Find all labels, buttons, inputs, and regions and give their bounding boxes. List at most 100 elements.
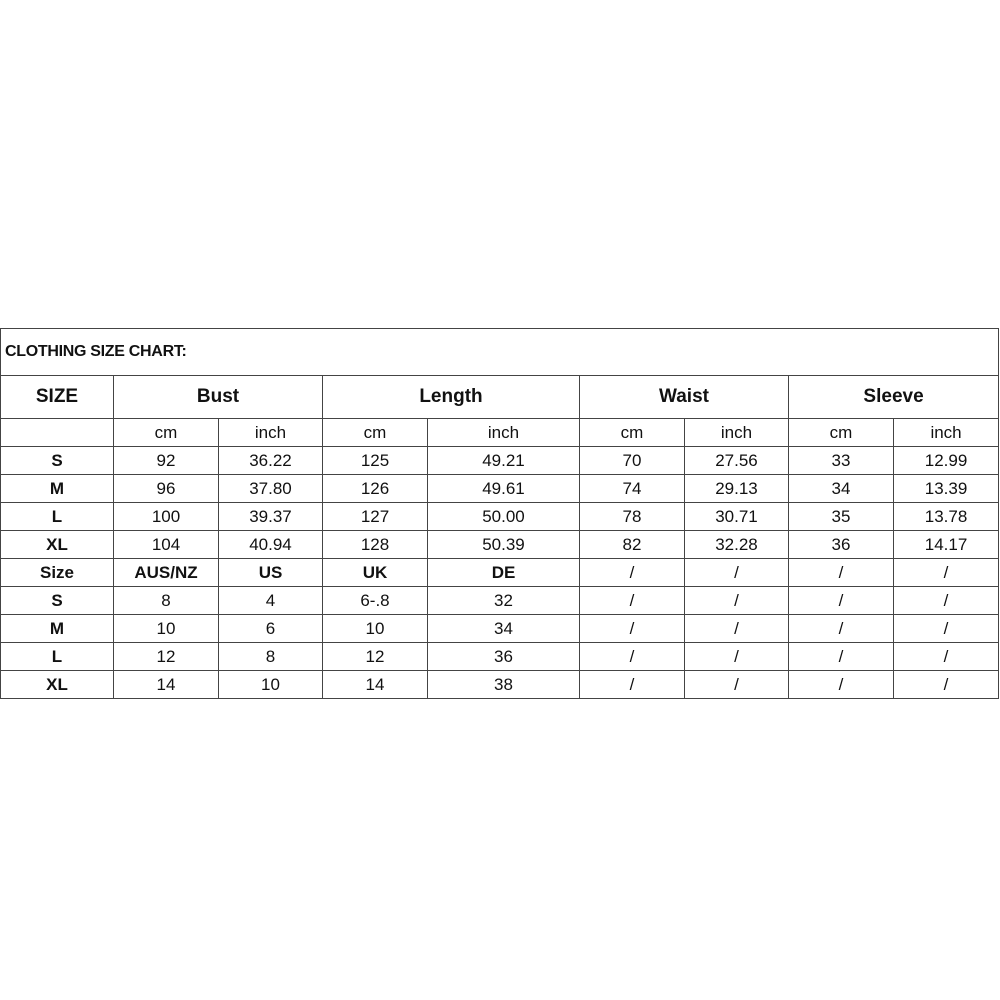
title-row: CLOTHING SIZE CHART: bbox=[0, 328, 1000, 376]
table-cell: 27.56 bbox=[684, 446, 789, 475]
table-cell: 49.21 bbox=[427, 446, 580, 475]
table-cell: UK bbox=[322, 558, 428, 587]
size-chart-table: CLOTHING SIZE CHART: SIZE Bust Length Wa… bbox=[0, 328, 1000, 699]
table-cell: 125 bbox=[322, 446, 428, 475]
table-cell: 49.61 bbox=[427, 474, 580, 503]
table-cell: / bbox=[579, 586, 685, 615]
bust-header: Bust bbox=[113, 375, 323, 419]
size-label-cell: S bbox=[0, 446, 114, 475]
size-label-cell: Size bbox=[0, 558, 114, 587]
size-label-cell: M bbox=[0, 614, 114, 643]
size-label-cell: L bbox=[0, 502, 114, 531]
table-cell: / bbox=[684, 642, 789, 671]
size-label-cell bbox=[0, 418, 114, 447]
table-cell: DE bbox=[427, 558, 580, 587]
header-row: SIZE Bust Length Waist Sleeve bbox=[0, 375, 1000, 419]
table-cell: 96 bbox=[113, 474, 219, 503]
chart-title: CLOTHING SIZE CHART: bbox=[0, 328, 1000, 376]
table-cell: / bbox=[579, 558, 685, 587]
table-cell: / bbox=[788, 642, 894, 671]
table-cell: / bbox=[892, 670, 1000, 699]
table-cell: / bbox=[684, 670, 789, 699]
table-cell: 34 bbox=[427, 614, 580, 643]
table-cell: 29.13 bbox=[684, 474, 789, 503]
table-cell: / bbox=[788, 558, 894, 587]
size-label-cell: M bbox=[0, 474, 114, 503]
measurement-row: S 92 36.22 125 49.21 70 27.56 33 12.99 bbox=[0, 446, 1000, 475]
measurement-row: XL 104 40.94 128 50.39 82 32.28 36 14.17 bbox=[0, 530, 1000, 559]
table-cell: / bbox=[892, 642, 1000, 671]
table-cell: 50.39 bbox=[427, 530, 580, 559]
table-cell: 127 bbox=[322, 502, 428, 531]
size-label-cell: S bbox=[0, 586, 114, 615]
conversion-row: XL 14 10 14 38// / / bbox=[0, 670, 1000, 699]
table-cell: 14.17 bbox=[892, 530, 1000, 559]
table-cell: inch bbox=[892, 418, 1000, 447]
table-cell: / bbox=[788, 586, 894, 615]
table-cell: 8 bbox=[113, 586, 219, 615]
table-cell: 78 bbox=[579, 502, 685, 531]
table-cell: inch bbox=[427, 418, 580, 447]
table-cell: inch bbox=[684, 418, 789, 447]
table-cell: AUS/NZ bbox=[113, 558, 219, 587]
table-cell: / bbox=[579, 642, 685, 671]
conversion-row: M 10 6 10 34// / / bbox=[0, 614, 1000, 643]
sleeve-header: Sleeve bbox=[787, 375, 1000, 419]
table-cell: 13.78 bbox=[892, 502, 1000, 531]
table-cell: 13.39 bbox=[892, 474, 1000, 503]
measurement-row: L 100 39.37 127 50.00 78 30.71 35 13.78 bbox=[0, 502, 1000, 531]
table-cell: 40.94 bbox=[218, 530, 323, 559]
table-cell: 50.00 bbox=[427, 502, 580, 531]
table-cell: 126 bbox=[322, 474, 428, 503]
table-cell: 8 bbox=[218, 642, 323, 671]
table-cell: 37.80 bbox=[218, 474, 323, 503]
table-cell: 74 bbox=[579, 474, 685, 503]
table-cell: 92 bbox=[113, 446, 219, 475]
table-cell: 14 bbox=[113, 670, 219, 699]
table-cell: 4 bbox=[218, 586, 323, 615]
table-cell: 128 bbox=[322, 530, 428, 559]
table-cell: 36.22 bbox=[218, 446, 323, 475]
table-cell: 39.37 bbox=[218, 502, 323, 531]
table-cell: / bbox=[788, 614, 894, 643]
table-cell: US bbox=[218, 558, 323, 587]
table-cell: 33 bbox=[788, 446, 894, 475]
table-cell: inch bbox=[218, 418, 323, 447]
conversion-row: L 12 8 12 36// / / bbox=[0, 642, 1000, 671]
table-cell: 6 bbox=[218, 614, 323, 643]
table-cell: 104 bbox=[113, 530, 219, 559]
table-cell: 10 bbox=[113, 614, 219, 643]
table-cell: 38 bbox=[427, 670, 580, 699]
table-cell: 35 bbox=[788, 502, 894, 531]
table-cell: / bbox=[684, 614, 789, 643]
table-cell: / bbox=[892, 586, 1000, 615]
table-cell: 12 bbox=[322, 642, 428, 671]
table-cell: / bbox=[684, 586, 789, 615]
table-cell: 36 bbox=[788, 530, 894, 559]
length-header: Length bbox=[322, 375, 580, 419]
table-cell: 10 bbox=[322, 614, 428, 643]
table-cell: 14 bbox=[322, 670, 428, 699]
table-cell: / bbox=[892, 558, 1000, 587]
table-cell: / bbox=[579, 614, 685, 643]
table-cell: 6-.8 bbox=[322, 586, 428, 615]
table-cell: / bbox=[788, 670, 894, 699]
table-cell: / bbox=[684, 558, 789, 587]
table-cell: 70 bbox=[579, 446, 685, 475]
table-cell: 36 bbox=[427, 642, 580, 671]
table-cell: 82 bbox=[579, 530, 685, 559]
size-label-cell: XL bbox=[0, 670, 114, 699]
conversion-row: S 8 4 6-.8 32// / / bbox=[0, 586, 1000, 615]
table-cell: 10 bbox=[218, 670, 323, 699]
table-cell: 30.71 bbox=[684, 502, 789, 531]
size-header: SIZE bbox=[0, 375, 114, 419]
waist-header: Waist bbox=[579, 375, 789, 419]
table-cell: 12 bbox=[113, 642, 219, 671]
conversion-header-row: Size AUS/NZ US UK DE / / / / bbox=[0, 558, 1000, 587]
size-label-cell: L bbox=[0, 642, 114, 671]
table-cell: 12.99 bbox=[892, 446, 1000, 475]
table-cell: 34 bbox=[788, 474, 894, 503]
table-cell: cm bbox=[322, 418, 428, 447]
table-cell: / bbox=[579, 670, 685, 699]
table-cell: 100 bbox=[113, 502, 219, 531]
